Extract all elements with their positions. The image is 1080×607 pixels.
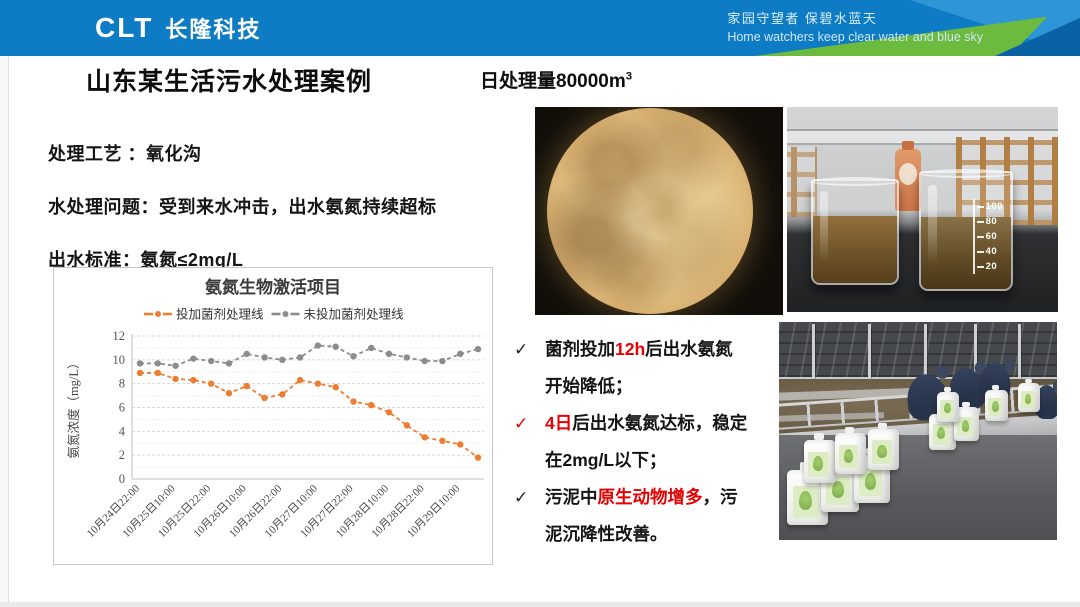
canopy-post (973, 324, 977, 379)
reagent-bottle-label (899, 163, 917, 185)
capacity-superscript: 3 (625, 70, 633, 83)
jug-green-label (957, 416, 974, 437)
info-line-process: 处理工艺 ：氧化沟 (48, 144, 202, 164)
jug-green-label (808, 451, 829, 477)
beaker-right-shine (928, 184, 938, 266)
findings-list: ✓ 菌剂投加12h后出水氨氮开始降低； ✓ 4日后出水氨氮达标，稳定在2mg/L以下；… (514, 331, 776, 553)
svg-text:12: 12 (113, 329, 126, 343)
dosing-jug (834, 427, 866, 475)
svg-text:氨氮浓度（mg/L）: 氨氮浓度（mg/L） (66, 356, 81, 458)
canopy-post (923, 324, 927, 379)
company-logo: CLT 长隆科技 (95, 0, 261, 56)
canopy-post (812, 324, 816, 379)
jug-green-label (932, 423, 950, 445)
logo-company-name: 长隆科技 (165, 17, 262, 42)
slide-bottom-edge (0, 602, 1080, 607)
slogan-english: Home watchers keep clear water and blue … (727, 30, 983, 44)
daily-capacity-label: 日处理量80000m3 (480, 66, 632, 93)
svg-text:6: 6 (119, 401, 125, 415)
sludge-microscope-photo (535, 107, 783, 315)
finding-item-2: ✓ 4日后出水氨氮达标，稳定在2mg/L以下； (514, 405, 776, 479)
header-bar: CLT 长隆科技 家园守望者 保碧水蓝天 Home watchers keep … (0, 0, 1080, 56)
svg-text:8: 8 (119, 377, 125, 391)
jug-green-label (858, 468, 882, 497)
svg-text:4: 4 (119, 424, 126, 438)
svg-text:10: 10 (113, 353, 126, 367)
beaker-left-shine (819, 191, 829, 263)
page-title: 山东某生活污水处理案例 (86, 68, 373, 96)
plant-canopy (779, 322, 1057, 379)
reagent-bottle (895, 141, 921, 211)
jug-green-label (838, 444, 859, 469)
finding-item-1: ✓ 菌剂投加12h后出水氨氮开始降低； (514, 331, 776, 405)
plant-dosing-photo (779, 322, 1057, 540)
beaker-right-rim (919, 169, 1013, 178)
dosing-jug (937, 387, 960, 422)
dosing-jug (1018, 378, 1041, 413)
legend-label-1: 未投加菌剂处理线 (304, 307, 405, 322)
logo-clt-text: CLT (95, 12, 154, 43)
jug-green-label (987, 398, 1003, 417)
jug-green-label (1020, 391, 1036, 408)
chart-series-0 (140, 372, 479, 459)
finding-text: 4日后出水氨氮达标，稳定在2mg/L以下； (545, 413, 748, 470)
microscope-field-rim (547, 108, 753, 314)
canopy-post (867, 324, 871, 379)
jug-green-label (940, 400, 955, 418)
ammonia-chart: 氨氮生物激活项目投加菌剂处理线 未投加菌剂处理线 0 2 4 6 8 10 12 氨氮浓度（mg/… (53, 267, 493, 565)
beaker-graduation-scale: 100 80 60 40 20 (972, 199, 1003, 274)
jug-green-label (792, 485, 819, 518)
check-icon: ✓ (514, 414, 529, 433)
slogan-chinese: 家园守望者 保碧水蓝天 (727, 11, 878, 26)
beaker-left (811, 177, 899, 285)
info-line-standard: 出水标准：氨氮≤2mg/L (48, 250, 244, 270)
canopy-post (1018, 324, 1022, 379)
check-icon: ✓ (514, 488, 529, 507)
legend-label-0: 投加菌剂处理线 (176, 307, 264, 322)
svg-text:2: 2 (119, 448, 125, 462)
finding-item-3: ✓ 污泥中原生动物增多，污泥沉降性改善。 (514, 479, 776, 553)
graduation-mark: 100 (976, 199, 1003, 214)
finding-text: 菌剂投加12h后出水氨氮开始降低； (545, 339, 733, 396)
finding-text: 污泥中原生动物增多，污泥沉降性改善。 (545, 487, 738, 544)
dosing-jug (984, 384, 1008, 421)
capacity-text: 日处理量80000m (480, 71, 626, 92)
check-icon: ✓ (514, 340, 529, 359)
worker-figure (1034, 381, 1057, 420)
dosing-jug (867, 422, 899, 470)
dosing-jug (954, 401, 980, 442)
graduation-mark: 40 (976, 244, 1003, 259)
graduation-mark: 20 (976, 259, 1003, 274)
header-slogan: 家园守望者 保碧水蓝天 Home watchers keep clear wat… (727, 8, 983, 44)
beaker-left-rim (811, 177, 899, 186)
beaker-right: 100 80 60 40 20 (919, 169, 1013, 291)
dosing-jug (804, 433, 837, 483)
svg-text:氨氮生物激活项目: 氨氮生物激活项目 (205, 277, 341, 297)
jug-green-label (871, 440, 892, 465)
beaker-comparison-photo: 100 80 60 40 20 (787, 107, 1058, 312)
info-line-problem: 水处理问题：受到来水冲击，出水氨氮持续超标 (48, 197, 437, 217)
case-info-block: 处理工艺 ：氧化沟 水处理问题：受到来水冲击，出水氨氮持续超标 出水标准：氨氮≤… (48, 140, 508, 299)
svg-text:0: 0 (119, 472, 125, 486)
graduation-mark: 60 (976, 229, 1003, 244)
graduation-mark: 80 (976, 214, 1003, 229)
slide-left-edge (0, 56, 9, 602)
